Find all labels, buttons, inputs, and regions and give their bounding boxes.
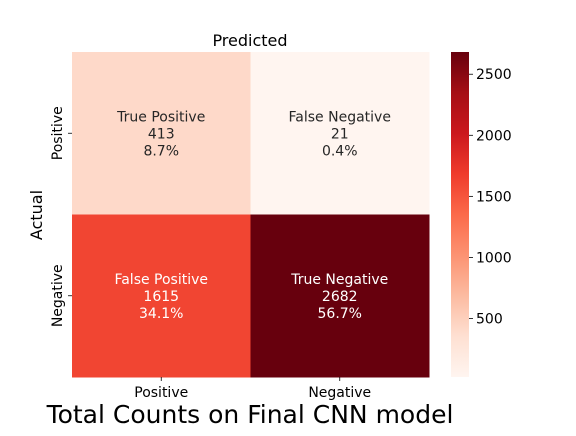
colorbar-ticks: 500 1000 1500 2000 2500 (469, 67, 512, 327)
cell-false-negative-percent: 0.4% (322, 143, 358, 159)
cell-true-negative (250, 214, 430, 378)
colorbar-tick-label-1000: 1000 (476, 250, 512, 266)
cell-false-positive-percent: 34.1% (139, 306, 183, 322)
colorbar-tick-label-2000: 2000 (476, 128, 512, 144)
y-tick-label-positive: Positive (50, 106, 66, 160)
cell-true-positive-percent: 8.7% (143, 143, 179, 159)
x-tick-label-negative: Negative (308, 385, 371, 401)
cell-true-negative-count: 2682 (322, 289, 358, 305)
y-tick-labels: Positive Negative (50, 106, 72, 327)
chart-title: Total Counts on Final CNN model (46, 400, 454, 429)
colorbar-tick-label-1500: 1500 (476, 189, 512, 205)
x-tick-labels: Positive Negative (134, 377, 371, 401)
cell-false-negative (250, 52, 430, 215)
colorbar (451, 52, 469, 377)
cell-false-negative-name: False Negative (289, 109, 391, 125)
chart-top-label: Predicted (212, 31, 287, 50)
cell-false-positive (72, 214, 251, 378)
cell-false-positive-name: False Positive (114, 272, 208, 288)
y-axis-label: Actual (27, 190, 46, 240)
colorbar-tick-label-500: 500 (476, 311, 503, 327)
cell-true-positive (72, 52, 251, 215)
cell-true-negative-name: True Negative (290, 272, 388, 288)
x-tick-label-positive: Positive (134, 385, 188, 401)
cell-true-positive-count: 413 (148, 126, 175, 142)
cell-true-positive-name: True Positive (116, 109, 205, 125)
cell-false-negative-count: 21 (331, 126, 349, 142)
colorbar-tick-label-2500: 2500 (476, 67, 512, 83)
cell-true-negative-percent: 56.7% (318, 306, 362, 322)
heatmap-cells (72, 52, 430, 378)
y-tick-label-negative: Negative (50, 264, 66, 327)
cell-false-positive-count: 1615 (143, 289, 179, 305)
